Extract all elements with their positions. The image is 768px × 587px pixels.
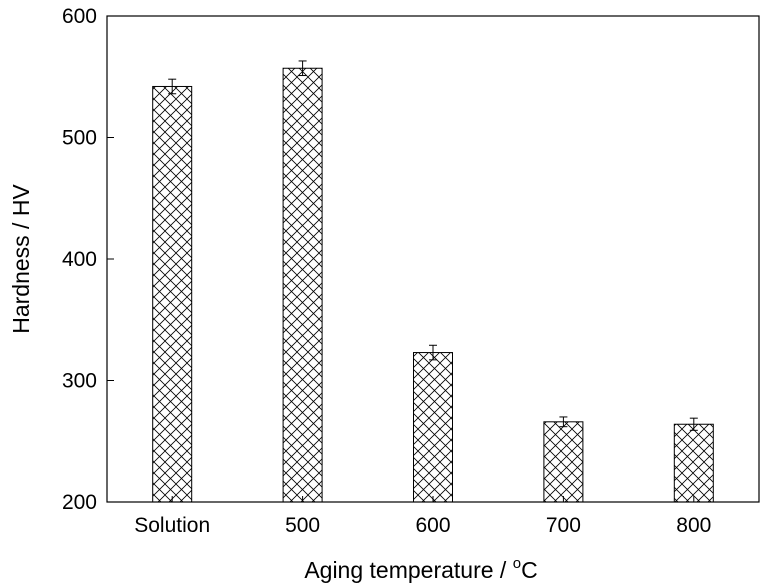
bar-700 xyxy=(543,421,584,503)
x-axis-title-degree: o xyxy=(513,555,521,572)
x-axis-title: Aging temperature / oC xyxy=(304,555,537,583)
bar-800 xyxy=(673,423,714,503)
y-axis: 200 300 400 500 600 xyxy=(62,5,114,514)
y-tick-label: 500 xyxy=(62,127,97,150)
bar-500 xyxy=(282,67,323,503)
y-tick-label: 300 xyxy=(62,370,97,393)
error-bars-layer xyxy=(168,60,698,431)
error-bar-800 xyxy=(689,417,698,431)
error-bar-solution xyxy=(168,78,177,95)
error-bar-700 xyxy=(559,416,568,428)
y-tick-label: 400 xyxy=(62,248,97,271)
x-tick-label: 500 xyxy=(285,514,320,537)
x-tick-label: 700 xyxy=(546,514,581,537)
y-tick-label: 200 xyxy=(62,491,97,514)
x-axis: Solution 500 600 700 800 xyxy=(134,496,711,537)
y-tick-label: 600 xyxy=(62,5,97,28)
error-bar-500 xyxy=(298,60,307,77)
x-axis-title-main: Aging temperature / xyxy=(304,557,512,583)
error-bar-600 xyxy=(429,344,437,361)
bar-600 xyxy=(413,352,453,503)
bar-solution xyxy=(152,85,193,503)
x-axis-title-unit: C xyxy=(521,557,538,583)
x-tick-label: Solution xyxy=(134,514,210,537)
x-tick-label: 600 xyxy=(415,514,450,537)
bars-layer xyxy=(152,67,714,503)
y-axis-title: Hardness / HV xyxy=(8,184,34,334)
x-tick-label: 800 xyxy=(676,514,711,537)
